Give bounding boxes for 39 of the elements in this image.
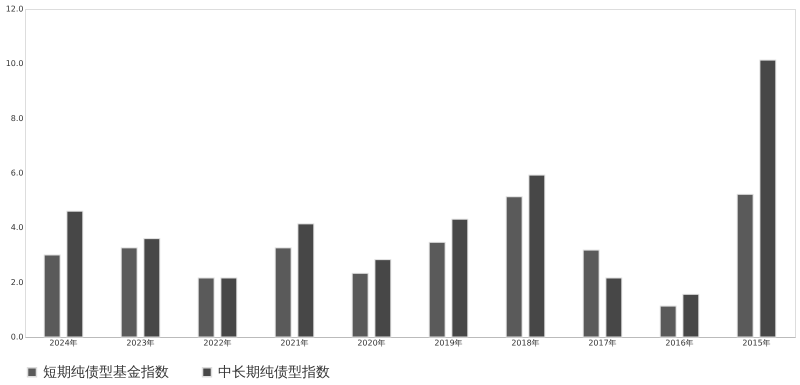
y-tick-label: 2.0 bbox=[10, 278, 24, 287]
bar bbox=[759, 60, 776, 338]
bar bbox=[120, 247, 138, 338]
y-tick-label: 0.0 bbox=[10, 332, 24, 342]
bar bbox=[582, 250, 600, 338]
y-tick-label: 6.0 bbox=[10, 168, 24, 178]
x-tick-label: 2019年 bbox=[434, 338, 463, 348]
bar bbox=[605, 277, 622, 338]
x-tick-label: 2021年 bbox=[280, 338, 309, 348]
bar bbox=[274, 247, 292, 338]
bar bbox=[297, 223, 314, 338]
bar bbox=[143, 238, 160, 338]
x-tick-label: 2022年 bbox=[203, 338, 232, 348]
y-tick-label: 10.0 bbox=[6, 59, 24, 68]
bar bbox=[428, 242, 446, 338]
legend-label: 短期纯债型基金指数 bbox=[43, 364, 169, 380]
bar bbox=[736, 194, 754, 338]
bar bbox=[451, 218, 468, 338]
bar bbox=[198, 277, 215, 338]
bar bbox=[682, 294, 700, 338]
bar bbox=[44, 254, 61, 338]
x-tick-label: 2020年 bbox=[357, 338, 386, 348]
bar bbox=[528, 174, 546, 338]
x-tick-label: 2015年 bbox=[742, 338, 771, 348]
x-tick-label: 2018年 bbox=[511, 338, 540, 348]
bar bbox=[374, 259, 392, 338]
bar bbox=[660, 306, 677, 338]
y-tick-label: 8.0 bbox=[10, 114, 24, 123]
x-tick-label: 2023年 bbox=[126, 338, 155, 348]
bar bbox=[352, 272, 369, 338]
bar bbox=[66, 210, 84, 338]
x-tick-label: 2017年 bbox=[588, 338, 617, 348]
y-tick-label: 12.0 bbox=[6, 4, 24, 14]
x-tick-label: 2016年 bbox=[665, 338, 694, 348]
legend-label: 中长期纯债型指数 bbox=[218, 364, 330, 380]
bar bbox=[220, 277, 238, 338]
y-tick-label: 4.0 bbox=[10, 223, 24, 232]
x-tick-label: 2024年 bbox=[49, 338, 78, 348]
bar bbox=[506, 196, 523, 338]
